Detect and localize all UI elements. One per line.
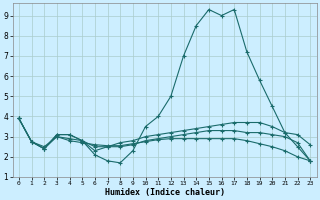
X-axis label: Humidex (Indice chaleur): Humidex (Indice chaleur): [105, 188, 225, 197]
